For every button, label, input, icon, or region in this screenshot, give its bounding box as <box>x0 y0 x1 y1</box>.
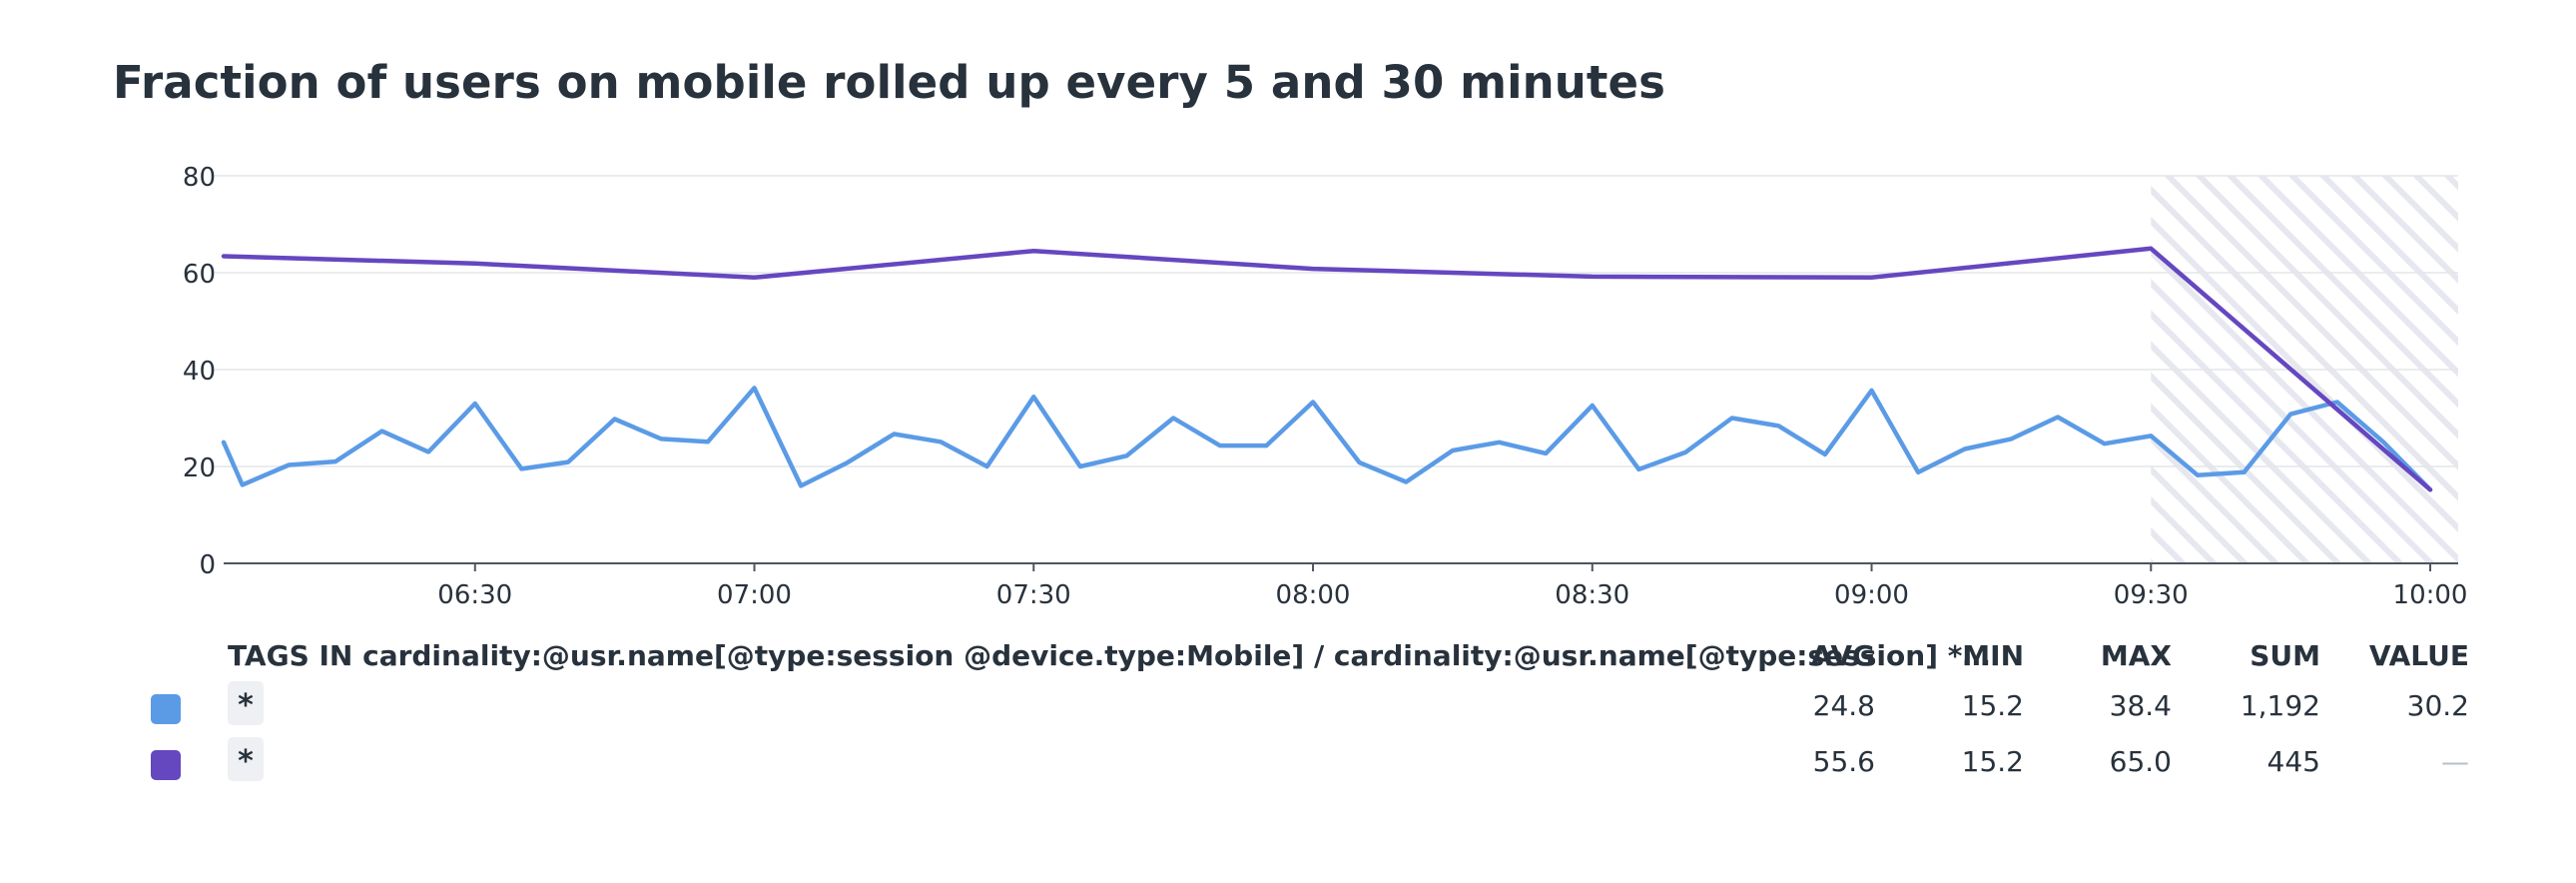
data-point[interactable] <box>1725 412 1739 426</box>
data-point[interactable] <box>794 478 808 492</box>
data-point[interactable] <box>2423 482 2437 496</box>
legend-col-value[interactable]: VALUE <box>2368 639 2469 672</box>
data-point[interactable] <box>236 477 250 491</box>
data-point[interactable] <box>1120 448 1134 462</box>
series-2[interactable] <box>217 242 2437 497</box>
data-point[interactable] <box>2238 465 2252 479</box>
legend-col-min[interactable]: MIN <box>1962 639 2024 672</box>
tag-pill[interactable]: * <box>228 681 264 725</box>
x-tick-label: 08:00 <box>1276 580 1351 610</box>
legend-max: 38.4 <box>2109 689 2172 722</box>
legend-col-max[interactable]: MAX <box>2100 639 2172 672</box>
data-point[interactable] <box>1771 419 1785 433</box>
data-point[interactable] <box>1026 390 1040 404</box>
data-point[interactable] <box>748 271 762 285</box>
data-point[interactable] <box>1306 262 1320 276</box>
legend-value: 30.2 <box>2406 689 2469 722</box>
series-1[interactable] <box>217 381 2437 496</box>
data-point[interactable] <box>468 257 482 271</box>
data-point[interactable] <box>328 454 342 468</box>
data-point[interactable] <box>1446 443 1460 457</box>
data-point[interactable] <box>1865 271 1879 285</box>
y-tick-label: 20 <box>183 453 216 483</box>
data-point[interactable] <box>1958 442 1972 456</box>
data-point[interactable] <box>217 436 231 449</box>
data-point[interactable] <box>1539 446 1553 460</box>
data-point[interactable] <box>561 455 575 469</box>
legend-sum: 445 <box>2266 745 2320 778</box>
data-point[interactable] <box>1678 445 1692 459</box>
data-point[interactable] <box>2144 429 2158 442</box>
data-point[interactable] <box>1166 412 1180 426</box>
x-tick-label: 07:00 <box>717 580 792 610</box>
legend-row[interactable]: * 24.8 15.2 38.4 1,192 30.2 <box>0 679 2576 729</box>
legend-avg: 55.6 <box>1812 745 1875 778</box>
series-color-swatch <box>151 750 181 780</box>
data-point[interactable] <box>217 250 231 264</box>
series-line[interactable] <box>221 386 2433 492</box>
x-tick-label: 08:30 <box>1555 580 1629 610</box>
data-point[interactable] <box>1911 465 1925 479</box>
data-point[interactable] <box>1259 439 1273 452</box>
data-point[interactable] <box>934 435 948 448</box>
legend-tags-header: TAGS IN cardinality:@usr.name[@type:sess… <box>228 639 1991 672</box>
x-tick-label: 10:00 <box>2393 580 2468 610</box>
data-point[interactable] <box>2051 411 2065 425</box>
data-point[interactable] <box>1026 244 1040 258</box>
legend-row[interactable]: * 55.6 15.2 65.0 445 — <box>0 735 2576 785</box>
legend-value: — <box>2441 745 2469 778</box>
data-point[interactable] <box>282 458 296 472</box>
data-point[interactable] <box>2144 242 2158 256</box>
data-point[interactable] <box>421 444 435 458</box>
data-point[interactable] <box>841 455 855 469</box>
tag-pill[interactable]: * <box>228 737 264 781</box>
data-point[interactable] <box>1586 399 1600 413</box>
data-point[interactable] <box>1631 462 1645 476</box>
legend-sum: 1,192 <box>2240 689 2320 722</box>
data-point[interactable] <box>1865 384 1879 398</box>
legend-max: 65.0 <box>2109 745 2172 778</box>
data-point[interactable] <box>701 435 715 448</box>
data-point[interactable] <box>1213 439 1227 452</box>
data-point[interactable] <box>1818 447 1832 461</box>
data-point[interactable] <box>468 397 482 411</box>
legend-min: 15.2 <box>1961 745 2024 778</box>
data-point[interactable] <box>375 425 389 439</box>
y-tick-label: 60 <box>183 260 216 290</box>
legend-header: TAGS IN cardinality:@usr.name[@type:sess… <box>0 629 2576 679</box>
chart-title: Fraction of users on mobile rolled up ev… <box>113 56 1666 109</box>
x-tick-label: 09:00 <box>1834 580 1909 610</box>
data-point[interactable] <box>2004 432 2018 445</box>
data-point[interactable] <box>980 459 994 473</box>
legend-avg: 24.8 <box>1812 689 1875 722</box>
data-point[interactable] <box>2098 437 2112 450</box>
data-point[interactable] <box>514 461 528 475</box>
data-point[interactable] <box>2191 468 2205 482</box>
x-tick-label: 06:30 <box>437 580 512 610</box>
data-point[interactable] <box>1493 436 1507 449</box>
series-line[interactable] <box>221 246 2433 492</box>
data-point[interactable] <box>1306 395 1320 409</box>
data-point[interactable] <box>1073 459 1087 473</box>
data-point[interactable] <box>1586 270 1600 284</box>
x-tick-label: 07:30 <box>996 580 1071 610</box>
data-point[interactable] <box>608 412 622 426</box>
legend-col-sum[interactable]: SUM <box>2250 639 2320 672</box>
series-color-swatch <box>151 694 181 724</box>
data-point[interactable] <box>2283 408 2297 422</box>
data-point[interactable] <box>1353 455 1367 469</box>
y-tick-label: 80 <box>183 163 216 193</box>
legend-min: 15.2 <box>1961 689 2024 722</box>
data-point[interactable] <box>887 428 901 442</box>
y-tick-label: 0 <box>199 550 216 580</box>
data-point[interactable] <box>1399 475 1413 489</box>
line-chart[interactable]: 0 20 40 60 80 06:30 07:00 07:30 08:00 08:30 09:00… <box>0 0 2576 619</box>
data-point[interactable] <box>748 381 762 395</box>
y-tick-label: 40 <box>183 357 216 387</box>
data-point[interactable] <box>654 432 668 445</box>
legend-col-avg[interactable]: AVG <box>1810 639 1875 672</box>
x-tick-label: 09:30 <box>2114 580 2189 610</box>
